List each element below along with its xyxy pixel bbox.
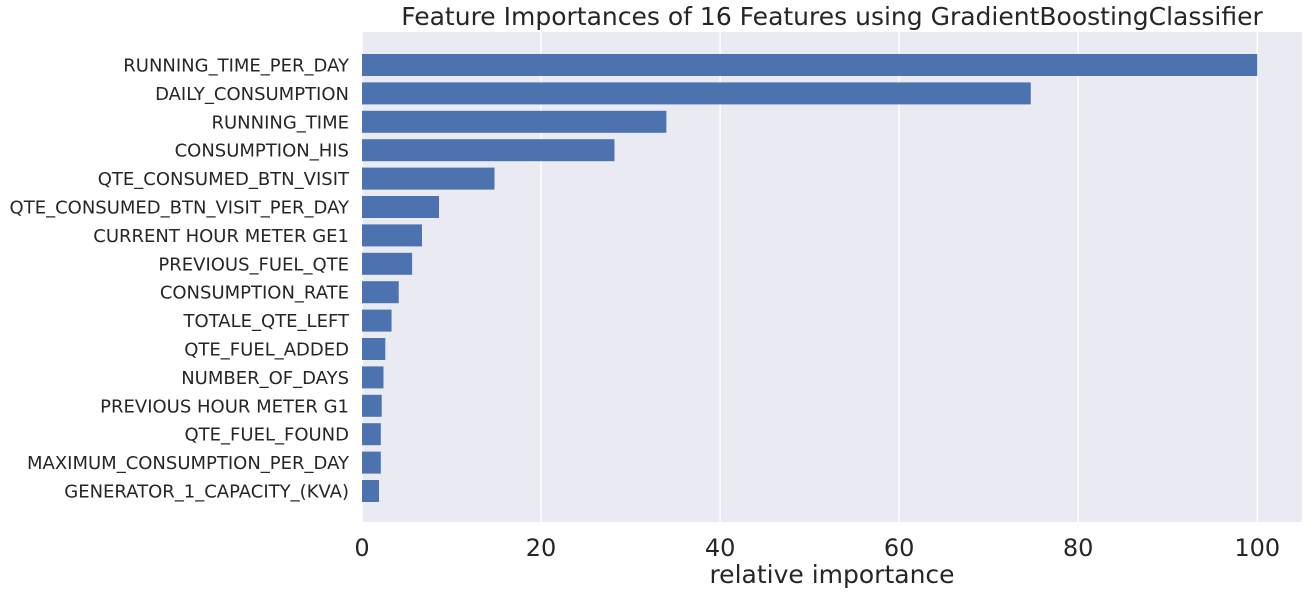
y-tick-label: QTE_CONSUMED_BTN_VISIT xyxy=(98,169,350,190)
bar xyxy=(362,139,615,162)
y-tick-label: CURRENT HOUR METER GE1 xyxy=(93,226,349,247)
bar xyxy=(362,196,439,218)
y-tick-label: RUNNING_TIME xyxy=(211,112,349,133)
bar xyxy=(362,423,381,446)
bar xyxy=(362,167,495,190)
x-tick-label: 40 xyxy=(705,534,736,562)
x-tick-labels: 0 20 40 60 80 100 xyxy=(354,534,1280,562)
y-tick-label: DAILY_CONSUMPTION xyxy=(155,84,349,105)
bar xyxy=(362,451,381,474)
plot-area xyxy=(362,32,1302,522)
y-tick-label: CONSUMPTION_HIS xyxy=(175,141,349,162)
bar xyxy=(362,110,667,133)
bars-group xyxy=(362,54,1258,502)
bar xyxy=(362,366,384,389)
y-tick-label: CONSUMPTION_RATE xyxy=(160,283,349,304)
bar xyxy=(362,82,1031,105)
x-tick-label: 0 xyxy=(354,534,369,562)
bar xyxy=(362,394,382,417)
bar xyxy=(362,224,422,247)
y-tick-label: QTE_FUEL_FOUND xyxy=(185,425,350,446)
chart-title: Feature Importances of 16 Features using… xyxy=(401,2,1263,31)
bar xyxy=(362,252,413,275)
bar xyxy=(362,54,1258,76)
y-tick-label: PREVIOUS HOUR METER G1 xyxy=(100,396,349,417)
y-tick-label: TOTALE_QTE_LEFT xyxy=(183,311,350,332)
y-tick-label: MAXIMUM_CONSUMPTION_PER_DAY xyxy=(27,453,350,474)
bar xyxy=(362,338,386,360)
x-tick-label: 80 xyxy=(1063,534,1094,562)
bar xyxy=(362,309,392,332)
x-tick-label: 20 xyxy=(526,534,557,562)
x-tick-label: 60 xyxy=(884,534,915,562)
y-tick-label: PREVIOUS_FUEL_QTE xyxy=(158,254,349,275)
y-tick-label: QTE_FUEL_ADDED xyxy=(184,340,349,361)
x-tick-label: 100 xyxy=(1234,534,1280,562)
y-tick-label: RUNNING_TIME_PER_DAY xyxy=(123,56,350,77)
x-axis-label: relative importance xyxy=(709,560,954,589)
y-tick-label: GENERATOR_1_CAPACITY_(KVA) xyxy=(64,482,349,503)
bar xyxy=(362,281,399,304)
bar xyxy=(362,480,380,502)
y-tick-label: NUMBER_OF_DAYS xyxy=(181,368,349,389)
y-tick-label: QTE_CONSUMED_BTN_VISIT_PER_DAY xyxy=(10,198,350,219)
y-tick-labels: RUNNING_TIME_PER_DAY DAILY_CONSUMPTION RUN… xyxy=(10,56,350,503)
